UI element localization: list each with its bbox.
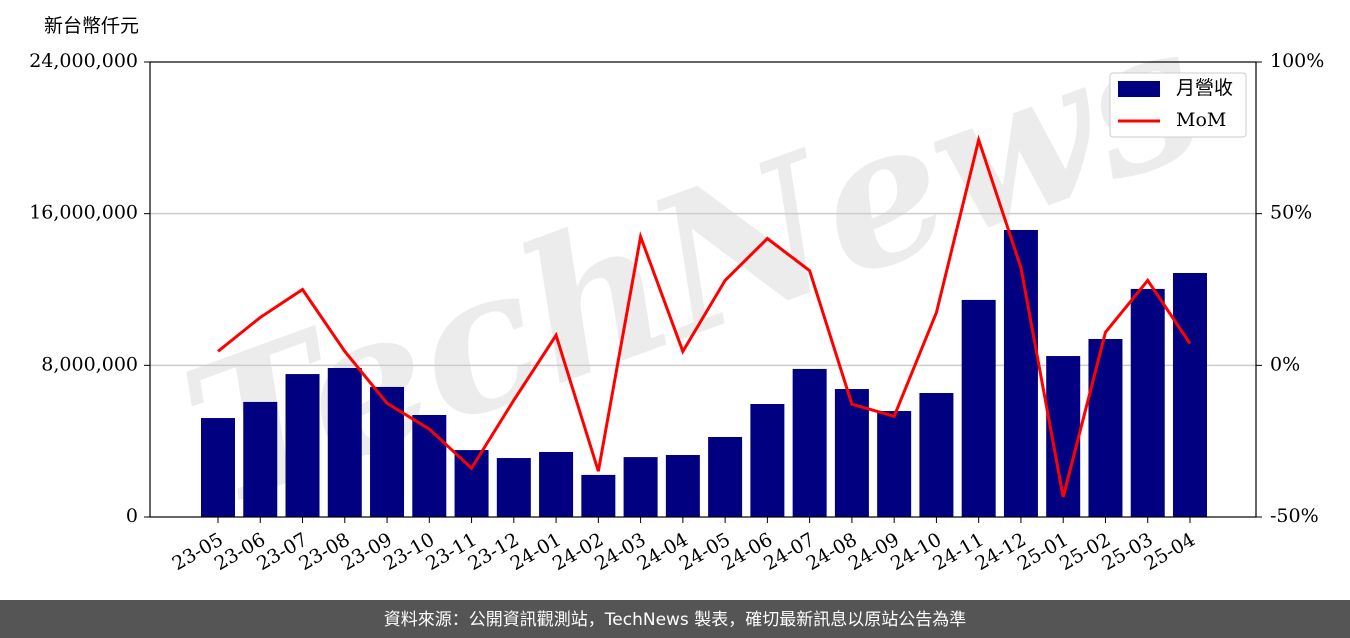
bar — [750, 404, 785, 517]
legend-label: MoM — [1176, 109, 1226, 131]
bar — [708, 436, 743, 517]
y2-tick-label: 100% — [1270, 50, 1324, 72]
bar — [412, 415, 447, 517]
bar — [496, 458, 531, 517]
plot-frame — [149, 61, 1257, 518]
y-axis-label: 新台幣仟元 — [44, 15, 139, 37]
bar — [370, 386, 405, 517]
bar — [1172, 273, 1207, 517]
y-tick-label: 0 — [126, 505, 138, 527]
bar — [243, 401, 278, 517]
bar — [665, 455, 700, 517]
legend-swatch — [1118, 81, 1160, 97]
y-tick-label: 24,000,000 — [29, 50, 138, 72]
bar — [1130, 288, 1165, 517]
line — [217, 134, 1192, 498]
y-tick-label: 16,000,000 — [29, 202, 138, 224]
footer-band — [0, 600, 1350, 638]
bar — [454, 450, 489, 517]
bar — [877, 411, 912, 517]
y-tick-label: 8,000,000 — [41, 353, 138, 375]
bar — [581, 474, 616, 517]
y2-tick-label: 0% — [1270, 353, 1300, 375]
bar — [327, 367, 362, 517]
y2-tick-label: 50% — [1270, 202, 1312, 224]
y2-tick-label: -50% — [1270, 505, 1319, 527]
footer: 資料來源：公開資訊觀測站，TechNews 製表，確切最新訊息以原站公告為準 — [384, 610, 966, 630]
bar — [919, 393, 954, 517]
legend-label: 月營收 — [1176, 77, 1233, 99]
bar — [834, 389, 869, 517]
bar — [539, 451, 574, 517]
bar — [792, 368, 827, 517]
bar — [285, 374, 320, 517]
bar — [961, 299, 996, 517]
bar — [1088, 338, 1123, 517]
bar — [201, 418, 235, 517]
bar — [623, 457, 658, 517]
bar — [1003, 229, 1038, 518]
